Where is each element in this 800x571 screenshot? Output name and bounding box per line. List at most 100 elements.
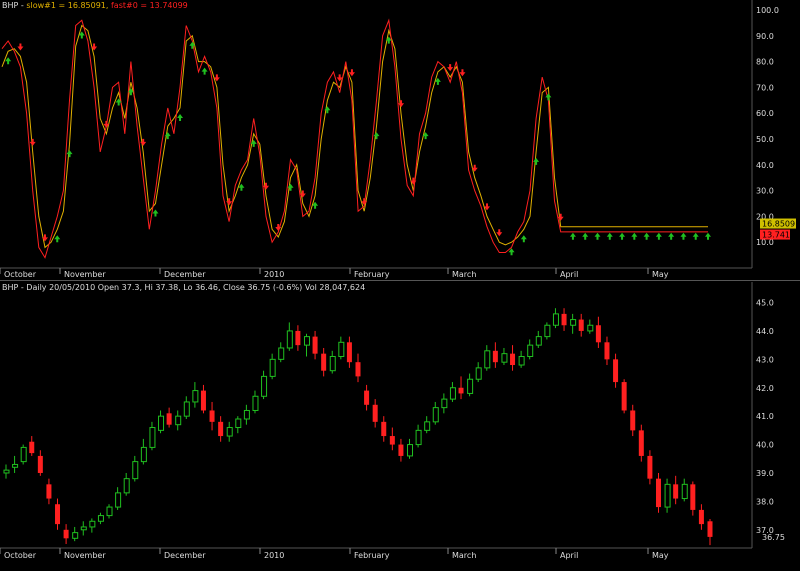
candle-body-up — [106, 506, 113, 517]
slow-series-label: slow#1 = 16.85091, — [26, 1, 111, 10]
buy-arrow — [5, 57, 12, 65]
buy-arrow — [569, 232, 576, 240]
candle-body-down — [647, 455, 653, 479]
candle-body-up — [192, 390, 199, 403]
buy-arrow — [594, 232, 601, 240]
buy-arrow — [692, 232, 699, 240]
stoch-y-tick-label: 60.0 — [756, 109, 774, 118]
candle-body-up — [20, 446, 27, 463]
buy-arrow — [434, 77, 441, 85]
buy-arrow — [250, 139, 257, 147]
sell-arrow — [361, 198, 368, 206]
stochastic-symbol-label: BHP - — [2, 1, 27, 10]
candle-body-up — [552, 313, 559, 326]
candle-body-down — [355, 362, 361, 377]
panel-separator[interactable] — [0, 280, 800, 281]
stoch-y-tick-label: 20.0 — [756, 212, 774, 221]
price-x-tick-label: November — [64, 551, 106, 560]
buy-arrow — [680, 232, 687, 240]
buy-arrow — [115, 98, 122, 106]
candle-body-up — [183, 401, 190, 417]
buy-arrow — [606, 232, 613, 240]
candle-body-up — [303, 336, 310, 346]
stoch-y-tick-label: 30.0 — [756, 187, 774, 196]
sell-arrow — [275, 224, 282, 232]
price-x-tick-label: December — [164, 551, 206, 560]
candle-body-up — [226, 427, 233, 437]
stoch-x-tick-label: October — [4, 270, 37, 279]
stochastic-panel: 10.0 20.0 30.0 40.0 50.0 60.0 70.0 80.0 90.0 100.… — [0, 0, 800, 280]
stoch-y-tick-label: 70.0 — [756, 83, 774, 92]
sell-arrow — [483, 203, 490, 211]
buy-arrow — [152, 209, 159, 217]
buy-arrow — [508, 248, 515, 256]
buy-arrow — [66, 150, 73, 158]
candle-body-down — [209, 410, 215, 422]
candle-body-down — [398, 444, 404, 456]
candle-body-up — [80, 526, 87, 531]
candle-body-up — [681, 483, 688, 500]
candle-body-up — [475, 367, 482, 380]
candle-body-up — [252, 395, 259, 411]
price-x-tick-label: March — [452, 551, 476, 560]
candle-body-up — [432, 407, 439, 423]
sell-arrow — [447, 64, 454, 72]
buy-arrow — [655, 232, 662, 240]
sell-arrow — [91, 43, 98, 51]
candle-body-down — [630, 410, 636, 431]
candle-body-up — [132, 461, 139, 480]
sell-arrow — [226, 198, 233, 206]
candle-body-down — [372, 404, 378, 422]
buy-arrow — [643, 232, 650, 240]
sell-arrow — [398, 100, 405, 108]
buy-arrow — [164, 132, 171, 140]
candle-body-down — [561, 313, 567, 326]
sell-arrow — [336, 74, 343, 82]
candle-body-up — [329, 356, 336, 372]
candle-body-up — [97, 515, 104, 522]
sell-arrow — [348, 69, 355, 77]
candle-body-down — [492, 350, 498, 363]
last-close-label: 36.75 — [762, 533, 785, 542]
candle-body-up — [664, 483, 671, 508]
sell-arrow — [410, 177, 417, 185]
candle-body-up — [415, 429, 422, 446]
candle-body-up — [149, 427, 156, 448]
candle-body-up — [158, 415, 165, 431]
candle-body-up — [449, 387, 456, 400]
buy-arrow — [312, 201, 319, 209]
candle-body-down — [604, 342, 610, 360]
stoch-x-tick-label: March — [452, 270, 476, 279]
price-y-tick-label: 40.0 — [756, 441, 774, 450]
buy-arrow — [287, 183, 294, 191]
stoch-y-tick-label: 100.0 — [756, 6, 779, 15]
sell-arrow — [557, 213, 564, 221]
candle-body-up — [261, 375, 268, 397]
sell-arrow — [459, 69, 466, 77]
candle-body-down — [578, 319, 584, 331]
candle-body-up — [175, 415, 182, 426]
buy-arrow — [705, 232, 711, 240]
buy-arrow — [631, 232, 638, 240]
stoch-x-tick-label: April — [560, 270, 578, 279]
candle-body-down — [200, 390, 206, 411]
price-y-tick-label: 37.0 — [756, 526, 774, 535]
candle-body-down — [46, 484, 52, 499]
buy-arrow — [373, 132, 380, 140]
slow-line — [1, 24, 708, 249]
sell-arrow — [140, 138, 147, 146]
candle-body-up — [115, 492, 122, 508]
candle-body-down — [510, 353, 516, 366]
buy-arrow — [238, 183, 245, 191]
candle-body-up — [278, 347, 285, 360]
sell-arrow — [103, 120, 110, 128]
candle-body-down — [389, 436, 395, 445]
price-y-tick-label: 39.0 — [756, 469, 774, 478]
price-y-tick-label: 44.0 — [756, 327, 774, 336]
candle-body-up — [235, 418, 242, 429]
candle-body-up — [243, 409, 250, 420]
buy-arrow — [582, 232, 589, 240]
candle-body-up — [501, 353, 508, 363]
buy-arrow — [385, 36, 392, 44]
price-y-tick-label: 42.0 — [756, 384, 774, 393]
